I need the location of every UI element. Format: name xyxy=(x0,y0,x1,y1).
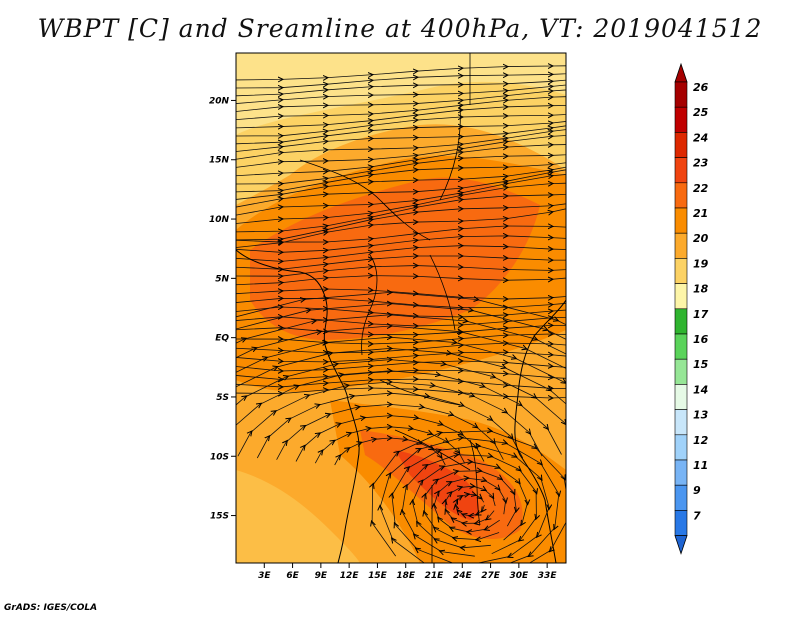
colorbar-label: 21 xyxy=(693,207,708,220)
colorbar-label: 19 xyxy=(693,257,709,270)
colorbar-label: 17 xyxy=(693,308,709,321)
lon-tick-label: 21E xyxy=(425,571,445,581)
colorbar-swatch xyxy=(674,232,688,259)
colorbar-top-arrow xyxy=(674,62,688,83)
colorbar-swatch xyxy=(674,384,688,410)
lat-tick-label: 10N xyxy=(209,215,230,225)
colorbar-swatch xyxy=(674,358,688,385)
colorbar-label: 16 xyxy=(693,333,709,346)
colorbar-label: 13 xyxy=(693,409,709,422)
colorbar-label: 9 xyxy=(693,484,701,497)
lat-tick-label: 15N xyxy=(209,156,230,166)
colorbar-label: 22 xyxy=(693,182,709,195)
colorbar-label: 7 xyxy=(693,509,701,522)
coastlines xyxy=(236,53,566,563)
lon-tick-label: 15E xyxy=(368,571,388,581)
colorbar-swatch xyxy=(674,409,688,436)
lon-tick-label: 18E xyxy=(396,571,416,581)
streamline xyxy=(236,292,566,442)
streamline xyxy=(236,276,566,285)
map-frame xyxy=(235,52,567,564)
streamlines xyxy=(236,65,566,563)
colorbar-swatch xyxy=(674,157,688,184)
colorbar-swatch xyxy=(674,258,688,284)
colorbar-swatch xyxy=(674,207,688,234)
colorbar-swatch xyxy=(674,308,688,335)
wbpt-field-19-5 xyxy=(236,470,360,563)
lon-tick-label: 24E xyxy=(453,571,473,581)
lat-tick-label: 5N xyxy=(215,274,229,284)
colorbar-label: 20 xyxy=(693,232,709,245)
colorbar-label: 11 xyxy=(693,459,708,472)
colorbar-label: 15 xyxy=(693,358,709,371)
colorbar-swatch xyxy=(674,459,688,486)
colorbar-swatch xyxy=(674,510,688,536)
colorbar-swatch xyxy=(674,182,688,209)
colorbar-bottom-arrow xyxy=(674,535,688,555)
lat-tick-label: 10S xyxy=(210,452,229,462)
map-title: WBPT [C] and Sreamline at 400hPa, VT: 20… xyxy=(37,14,763,43)
colorbar-swatch xyxy=(674,132,688,158)
colorbar-label: 24 xyxy=(693,131,708,144)
colorbar-label: 25 xyxy=(693,106,709,119)
colorbar-label: 26 xyxy=(693,81,709,94)
lon-tick-label: 3E xyxy=(258,571,271,581)
colorbar-label: 14 xyxy=(693,383,708,396)
colorbar-swatch xyxy=(674,81,688,108)
colorbar-label: 23 xyxy=(693,157,709,170)
credit-text: GrADS: IGES/COLA xyxy=(4,603,98,613)
colorbar-label: 18 xyxy=(693,283,709,296)
lat-tick-label: EQ xyxy=(215,334,229,344)
lon-tick-label: 30E xyxy=(510,571,530,581)
colorbar-swatch xyxy=(674,333,688,360)
colorbar-swatch xyxy=(674,434,688,461)
lon-tick-label: 27E xyxy=(481,571,501,581)
colorbar-swatch xyxy=(674,283,688,310)
lon-tick-label: 9E xyxy=(315,571,328,581)
map-axes: 20N 15N 10N 5N EQ 5S 10S 15S 3E 6E 9E 12E 15E 18E 21E 2… xyxy=(209,96,557,581)
lon-tick-label: 6E xyxy=(286,571,299,581)
lat-tick-label: 5S xyxy=(216,393,229,403)
colorbar-swatch xyxy=(674,484,688,511)
lat-tick-label: 15S xyxy=(210,512,229,522)
colorbar-swatch xyxy=(674,106,688,133)
colorbar-label: 12 xyxy=(693,434,709,447)
map-area xyxy=(236,53,566,563)
lat-tick-label: 20N xyxy=(209,96,230,106)
colorbar: 26 25 24 23 22 21 20 19 18 17 16 15 14 13 12 11 9 7 xyxy=(674,62,709,555)
lon-tick-label: 33E xyxy=(538,571,558,581)
streamline xyxy=(372,431,566,563)
lon-tick-label: 12E xyxy=(340,571,360,581)
